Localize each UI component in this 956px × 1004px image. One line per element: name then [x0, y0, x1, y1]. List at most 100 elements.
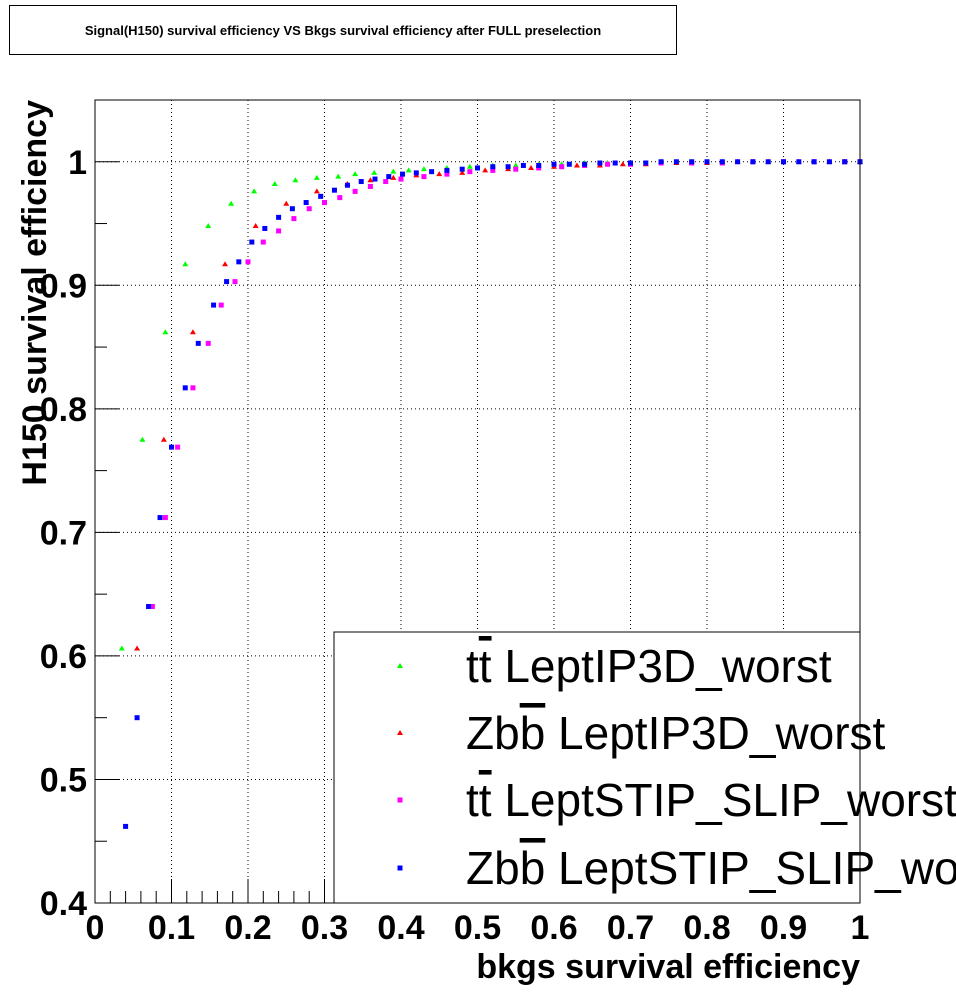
data-point	[704, 159, 710, 165]
data-point	[352, 171, 359, 177]
data-point	[628, 160, 633, 166]
y-axis-label: H150 survival efficiency	[16, 100, 54, 486]
data-point	[750, 159, 756, 165]
data-point	[512, 162, 519, 168]
data-point	[160, 436, 167, 442]
data-point	[444, 167, 450, 173]
data-point	[260, 239, 266, 245]
data-point	[765, 159, 771, 165]
data-point	[236, 259, 242, 265]
data-point	[466, 163, 473, 169]
data-point	[475, 165, 480, 171]
x-axis-label: bkgs survival efficiency	[476, 948, 860, 986]
data-point	[322, 200, 327, 206]
data-point	[612, 160, 618, 166]
series-2	[134, 158, 863, 651]
chart-title-box: Signal(H150) survival efficiency VS Bkgs…	[9, 5, 677, 55]
data-point	[249, 239, 255, 245]
data-point	[372, 176, 378, 182]
y-tick-label: 1	[68, 144, 87, 182]
data-point	[467, 169, 473, 175]
data-point	[306, 206, 312, 212]
data-point	[421, 174, 427, 180]
data-point	[337, 195, 343, 201]
data-point	[205, 223, 212, 229]
legend-label: Zbb LeptSTIP_SLIP_worst	[466, 842, 956, 894]
data-point	[796, 159, 802, 165]
data-point	[222, 261, 229, 267]
data-point	[162, 329, 169, 335]
data-point	[520, 162, 526, 168]
data-point	[482, 167, 489, 173]
data-point	[367, 183, 373, 189]
data-point	[390, 168, 397, 174]
data-point	[335, 173, 342, 179]
data-point	[444, 171, 450, 177]
data-point	[318, 193, 324, 199]
tick-labels: 0 0.1 0.2 0.3 0.4 0.5 0.6 0.7 0.8 0.9 1 0.4 0.5 0.6 0.…	[40, 144, 870, 947]
legend-label: tt LeptIP3D_worst	[466, 640, 832, 692]
data-point	[842, 159, 848, 165]
data-point	[398, 176, 404, 182]
data-point	[420, 166, 427, 172]
data-point	[436, 171, 443, 177]
data-point	[283, 200, 290, 206]
y-tick-label: 0.4	[40, 885, 87, 923]
data-point	[262, 225, 268, 231]
data-point	[276, 228, 282, 234]
data-point	[232, 279, 238, 285]
data-point	[505, 164, 511, 170]
data-point	[211, 302, 217, 308]
data-point	[371, 169, 378, 175]
data-point	[811, 159, 817, 165]
data-point	[528, 164, 535, 170]
x-tick-label: 0	[86, 909, 105, 947]
x-tick-label: 0.6	[530, 909, 577, 947]
data-point	[386, 174, 392, 180]
y-tick-label: 0.9	[40, 267, 87, 305]
data-point	[344, 182, 350, 188]
data-point	[276, 214, 282, 220]
data-point	[252, 223, 259, 229]
data-point	[735, 159, 741, 165]
data-point	[383, 179, 389, 185]
data-point	[289, 206, 295, 212]
legend-marker	[397, 730, 403, 735]
data-point	[582, 161, 588, 167]
data-point	[719, 159, 725, 165]
data-point	[597, 160, 603, 166]
data-point	[490, 164, 496, 170]
data-point	[218, 302, 224, 308]
data-point	[689, 159, 695, 165]
data-point	[162, 515, 168, 521]
data-point	[228, 200, 235, 206]
data-point	[292, 177, 299, 183]
x-tick-label: 0.7	[607, 909, 654, 947]
data-point	[134, 645, 141, 651]
data-point	[139, 436, 146, 442]
y-tick-label: 0.6	[40, 638, 87, 676]
data-point	[195, 340, 201, 346]
data-point	[189, 329, 196, 335]
data-point	[169, 444, 174, 450]
legend-marker	[397, 865, 403, 871]
data-points	[118, 158, 863, 829]
data-point	[352, 188, 358, 194]
data-point	[245, 259, 251, 265]
data-point	[157, 515, 163, 521]
chart-title: Signal(H150) survival efficiency VS Bkgs…	[84, 22, 602, 38]
data-point	[205, 340, 211, 346]
data-point	[413, 170, 419, 176]
data-point	[146, 604, 152, 610]
data-point	[331, 187, 337, 193]
data-point	[291, 216, 297, 222]
data-point	[251, 188, 258, 194]
data-point	[390, 174, 397, 180]
data-point	[605, 161, 611, 167]
x-tick-label: 0.2	[224, 909, 271, 947]
data-point	[182, 261, 189, 267]
data-point	[367, 177, 374, 183]
data-point	[513, 166, 519, 172]
data-point	[313, 188, 320, 194]
